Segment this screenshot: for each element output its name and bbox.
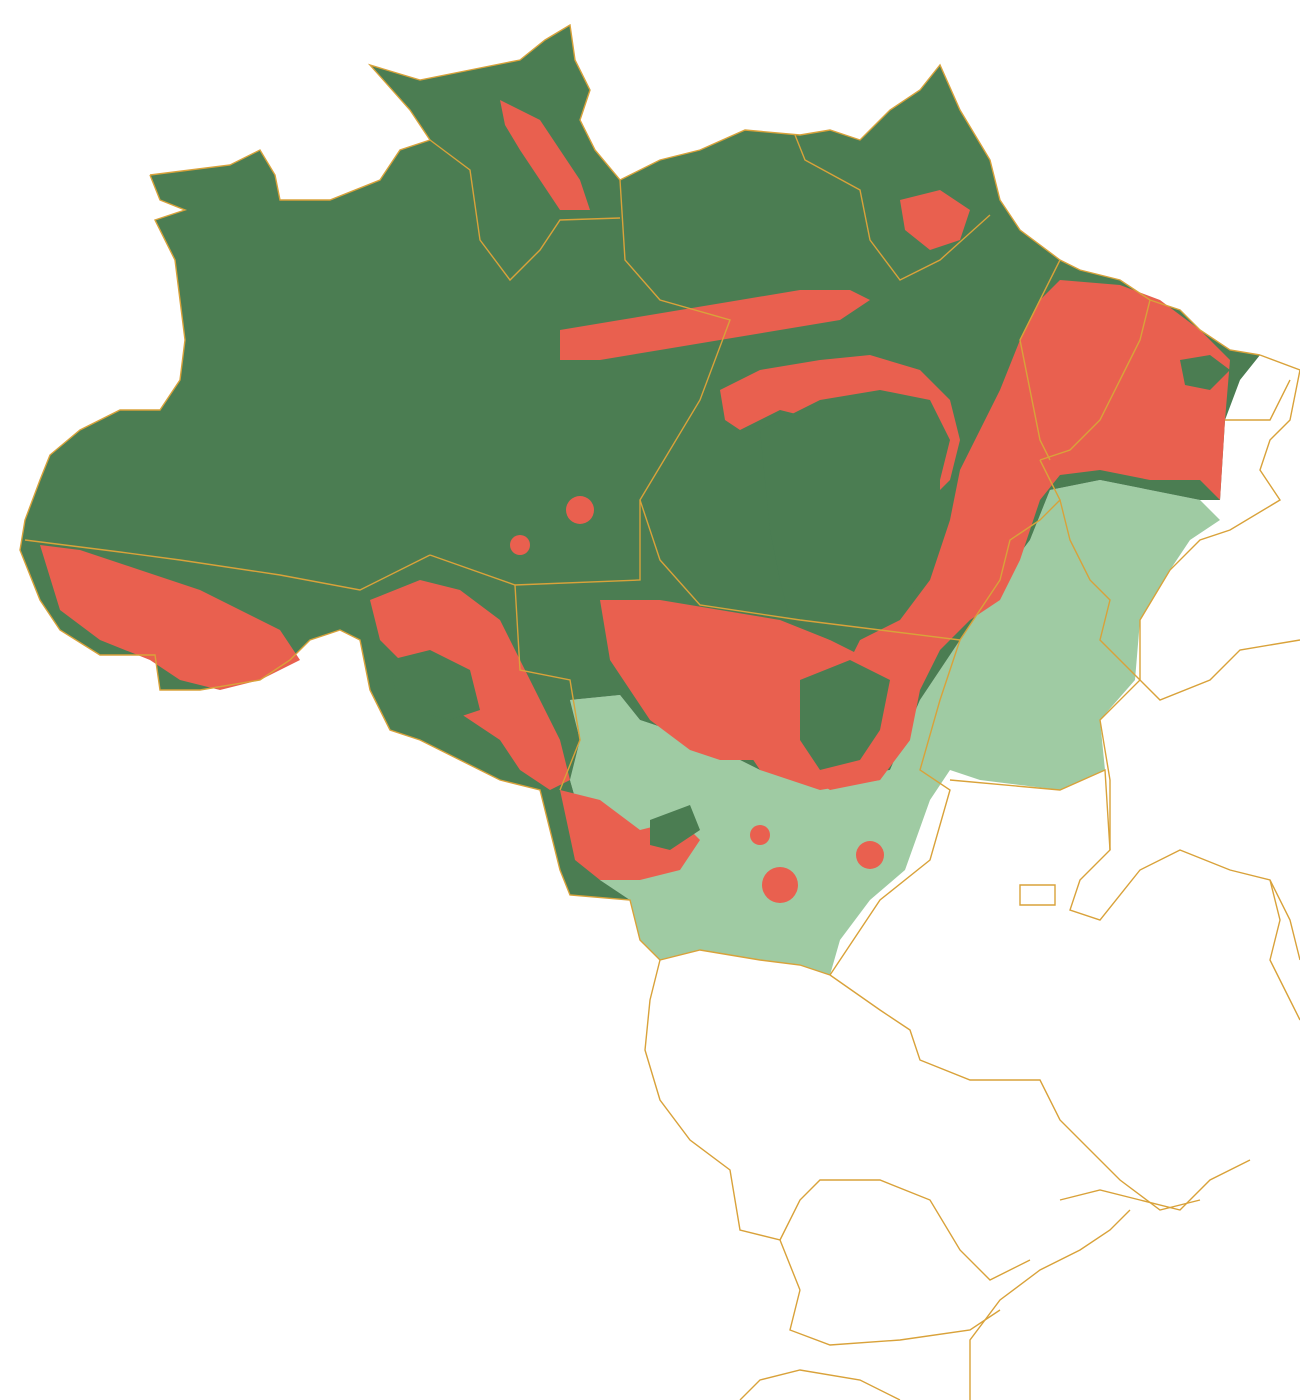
border-ro-mt bbox=[514, 584, 581, 791]
border-mg-rj bbox=[1059, 1159, 1251, 1211]
forest-region bbox=[20, 25, 1260, 900]
deforestation-amazon-river bbox=[560, 290, 870, 360]
border-pa-mt bbox=[639, 499, 961, 641]
border-west bbox=[19, 174, 831, 976]
deforestation-spot-1 bbox=[566, 496, 594, 524]
border-east-coast bbox=[1069, 354, 1300, 961]
border-df bbox=[1019, 884, 1056, 906]
border-ma-to bbox=[959, 459, 1061, 641]
border-outer-amazon bbox=[149, 23, 1261, 356]
border-ac-am bbox=[24, 539, 431, 591]
border-ba-east bbox=[1139, 639, 1300, 701]
forest-island-pantanal bbox=[650, 805, 700, 850]
border-ms-sp bbox=[644, 959, 801, 1291]
deforestation-acre bbox=[40, 545, 300, 690]
cerrado-region bbox=[570, 480, 1220, 975]
border-sc-rs bbox=[739, 1369, 901, 1400]
border-rr-am bbox=[429, 139, 621, 282]
deforestation-spot-2 bbox=[510, 535, 530, 555]
border-sp-pr bbox=[779, 1179, 1031, 1281]
forest-island-south bbox=[800, 660, 890, 770]
border-pa-ap bbox=[794, 134, 991, 281]
deforestation-spot-5 bbox=[750, 825, 770, 845]
forest-islands bbox=[390, 355, 1230, 850]
deforestation-spot-4 bbox=[856, 841, 884, 869]
border-mt-go bbox=[829, 639, 961, 976]
border-ma-pi bbox=[1039, 299, 1151, 461]
deforestation-spot-3 bbox=[762, 867, 798, 903]
border-se-coast bbox=[969, 1209, 1131, 1400]
state-borders bbox=[19, 23, 1300, 1400]
border-mg-ba bbox=[949, 768, 1111, 851]
deforestation-amapa bbox=[900, 190, 970, 250]
border-go-mg bbox=[829, 974, 1201, 1211]
border-mg-es bbox=[1269, 879, 1300, 1021]
forest-island-xingu bbox=[760, 390, 950, 640]
border-pa-ma bbox=[1019, 259, 1061, 461]
border-pi-ce bbox=[1225, 379, 1291, 421]
forest-island-rondonia bbox=[390, 650, 480, 720]
border-to-ba bbox=[1059, 499, 1141, 681]
border-am-pa bbox=[429, 179, 731, 586]
deforestation-roraima bbox=[500, 100, 590, 210]
forest-island-maranhao bbox=[1180, 355, 1230, 390]
border-pr-sc bbox=[789, 1289, 1001, 1346]
deforestation-southwest bbox=[560, 790, 700, 880]
